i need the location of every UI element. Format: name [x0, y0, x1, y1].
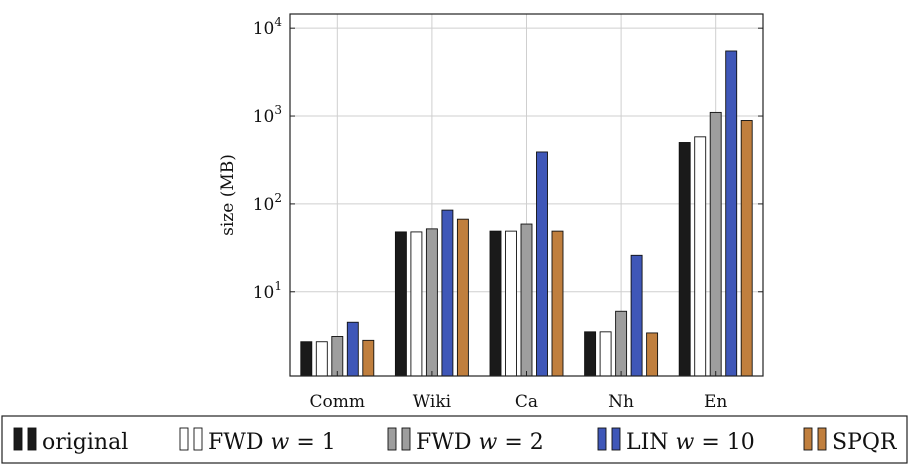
bar-ca-series-2 — [505, 230, 517, 377]
bar-comm-series-2 — [315, 341, 328, 377]
x-tick-label-en: En — [704, 392, 727, 412]
legend-label-1: original — [42, 430, 128, 455]
legend-swatch — [179, 427, 189, 451]
legend-swatch — [27, 427, 37, 451]
bar-nh-series-1 — [584, 331, 597, 377]
legend-swatch — [387, 427, 397, 451]
y-tick-label: 103 — [253, 103, 282, 127]
y-tick-label: 101 — [253, 279, 282, 303]
legend-swatch — [13, 427, 23, 451]
x-tick-label-wiki: Wiki — [413, 392, 452, 412]
bar-en-series-2 — [694, 136, 707, 377]
legend-label-5: SPQR — [832, 430, 898, 455]
y-tick-label: 104 — [253, 15, 283, 39]
legend-swatch — [817, 427, 827, 451]
bar-wiki-series-3 — [425, 228, 438, 377]
x-tick-label-nh: Nh — [608, 392, 634, 412]
bar-comm-series-5 — [362, 339, 375, 377]
bar-en-series-5 — [740, 120, 753, 377]
bar-nh-series-2 — [599, 331, 612, 377]
legend: original FWD w = 1 FWD w = 2 LIN w = 10 SPQR — [1, 415, 908, 464]
y-axis-ticks: 101 102 103 104 — [253, 15, 763, 303]
bar-ca-series-3 — [520, 223, 533, 377]
legend-swatch — [803, 427, 813, 451]
bar-en-series-1 — [678, 142, 691, 377]
legend-label-4: LIN w = 10 — [626, 430, 755, 455]
bar-ca-series-1 — [489, 230, 502, 377]
y-tick-label: 102 — [253, 191, 282, 215]
x-tick-label-comm: Comm — [310, 392, 365, 412]
y-axis-label: size (MB) — [218, 154, 238, 236]
legend-frame — [1, 415, 908, 464]
legend-swatch — [401, 427, 411, 451]
bar-nh-series-3 — [615, 310, 628, 377]
legend-swatch — [611, 427, 621, 451]
bar-ca-series-5 — [551, 230, 564, 377]
bar-en-series-3 — [709, 111, 722, 377]
bars — [300, 50, 753, 377]
x-tick-label-ca: Ca — [515, 392, 538, 412]
bar-comm-series-4 — [346, 321, 359, 377]
bar-ca-series-4 — [536, 151, 548, 377]
legend-label-2: FWD w = 1 — [208, 430, 336, 455]
legend-swatch — [597, 427, 607, 451]
x-axis-ticks: Comm Wiki Ca Nh En — [310, 371, 727, 412]
bar-comm-series-3 — [331, 336, 344, 377]
bar-wiki-series-4 — [441, 209, 454, 377]
bar-nh-series-4 — [630, 254, 643, 377]
legend-swatch — [193, 427, 203, 451]
bar-wiki-series-1 — [394, 231, 407, 377]
bar-wiki-series-5 — [456, 218, 469, 377]
bar-comm-series-1 — [300, 341, 313, 377]
bar-wiki-series-2 — [410, 231, 423, 377]
legend-label-3: FWD w = 2 — [416, 430, 544, 455]
bar-en-series-4 — [725, 50, 738, 377]
bar-nh-series-5 — [646, 332, 659, 377]
